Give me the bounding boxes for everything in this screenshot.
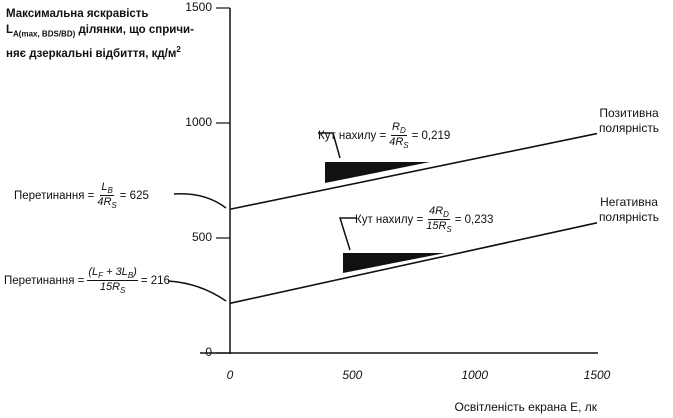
annotation: Перетинання = LB 4RS = 625: [14, 181, 149, 210]
x-tick-label: 1000: [461, 368, 488, 382]
y-title-line: LA(max, BDS/BD) ділянки, що спричи-: [6, 22, 194, 42]
annotation-suffix: = 0,233: [454, 213, 494, 226]
text: 4R: [97, 196, 112, 209]
text: R: [392, 121, 400, 133]
fraction: RD 4RS: [389, 121, 408, 150]
x-tick-label: 1500: [584, 368, 611, 382]
annotation-suffix: = 0,219: [411, 129, 451, 142]
annotation-prefix: Перетинання =: [4, 274, 85, 287]
series-label: Негативна полярність: [598, 194, 660, 224]
y-title-line: Максимальна яскравість: [6, 6, 194, 22]
denominator: 15RS: [426, 220, 452, 234]
subscript: S: [111, 201, 117, 211]
fraction: 4RD 15RS: [426, 205, 452, 234]
y-tick-label: 1500: [185, 0, 212, 14]
denominator: 4RS: [97, 196, 116, 210]
y-tick-label: 1000: [185, 115, 212, 129]
x-tick-label: 500: [342, 368, 362, 382]
subscript: D: [399, 126, 406, 136]
annotation-prefix: Кут нахилу =: [318, 129, 387, 142]
numerator: (LF + 3LB): [87, 266, 138, 282]
numerator: 4RD: [428, 205, 450, 221]
subscript: S: [120, 286, 126, 296]
text: 15R: [99, 281, 121, 294]
annotation: Перетинання = (LF + 3LB) 15RS = 216: [4, 266, 170, 295]
subscript: D: [443, 210, 449, 220]
text: 4R: [389, 136, 404, 149]
series-line: [229, 132, 598, 211]
denominator: 4RS: [389, 136, 408, 150]
y-title-line: няє дзеркальні відбиття, кд/м2: [6, 42, 194, 62]
superscript: 2: [176, 45, 181, 55]
numerator: RD: [391, 121, 407, 137]
y-tick-label: 500: [192, 230, 212, 244]
x-title: Освітленість екрана E, лк: [455, 400, 598, 414]
arrow: [167, 280, 227, 302]
text: L: [101, 181, 108, 193]
annotation-suffix: = 216: [140, 274, 170, 287]
subscript: S: [446, 225, 452, 235]
numerator: LB: [100, 181, 114, 197]
annotation-prefix: Перетинання =: [14, 189, 95, 202]
text: 15R: [426, 220, 447, 233]
denominator: 15RS: [100, 281, 126, 295]
text: L: [6, 24, 14, 36]
subscript: B: [107, 186, 113, 196]
annotation-prefix: Кут нахилу =: [355, 213, 424, 226]
fraction: LB 4RS: [97, 181, 116, 210]
text: ділянки, що спричи-: [75, 24, 194, 36]
y-title: Максимальна яскравість LA(max, BDS/BD) ді…: [6, 6, 194, 62]
y-tick-label: 0: [205, 345, 212, 359]
annotation: Кут нахилу = 4RD 15RS = 0,233: [355, 205, 493, 234]
text: + 3L: [103, 266, 128, 278]
series-line: [229, 222, 598, 305]
arrow: [173, 193, 227, 209]
slope-wedge: [343, 253, 445, 273]
subscript: S: [403, 141, 409, 151]
text: (L: [88, 266, 99, 278]
text: Максимальна яскравість: [6, 8, 149, 20]
text: 4R: [429, 205, 444, 217]
subscript: A(max, BDS/BD): [13, 29, 76, 39]
annotation-suffix: = 625: [119, 189, 149, 202]
slope-wedge: [325, 162, 430, 183]
series-label: Позитивна полярність: [598, 105, 660, 135]
annotation: Кут нахилу = RD 4RS = 0,219: [318, 121, 450, 150]
x-tick-label: 0: [227, 368, 234, 382]
subscript: B: [127, 271, 134, 281]
text: няє дзеркальні відбиття, кд/м: [6, 48, 177, 61]
pointer: [338, 217, 356, 251]
pointer: [318, 132, 341, 159]
text: ): [133, 266, 137, 278]
subscript: F: [98, 271, 104, 281]
fraction: (LF + 3LB) 15RS: [87, 266, 138, 295]
